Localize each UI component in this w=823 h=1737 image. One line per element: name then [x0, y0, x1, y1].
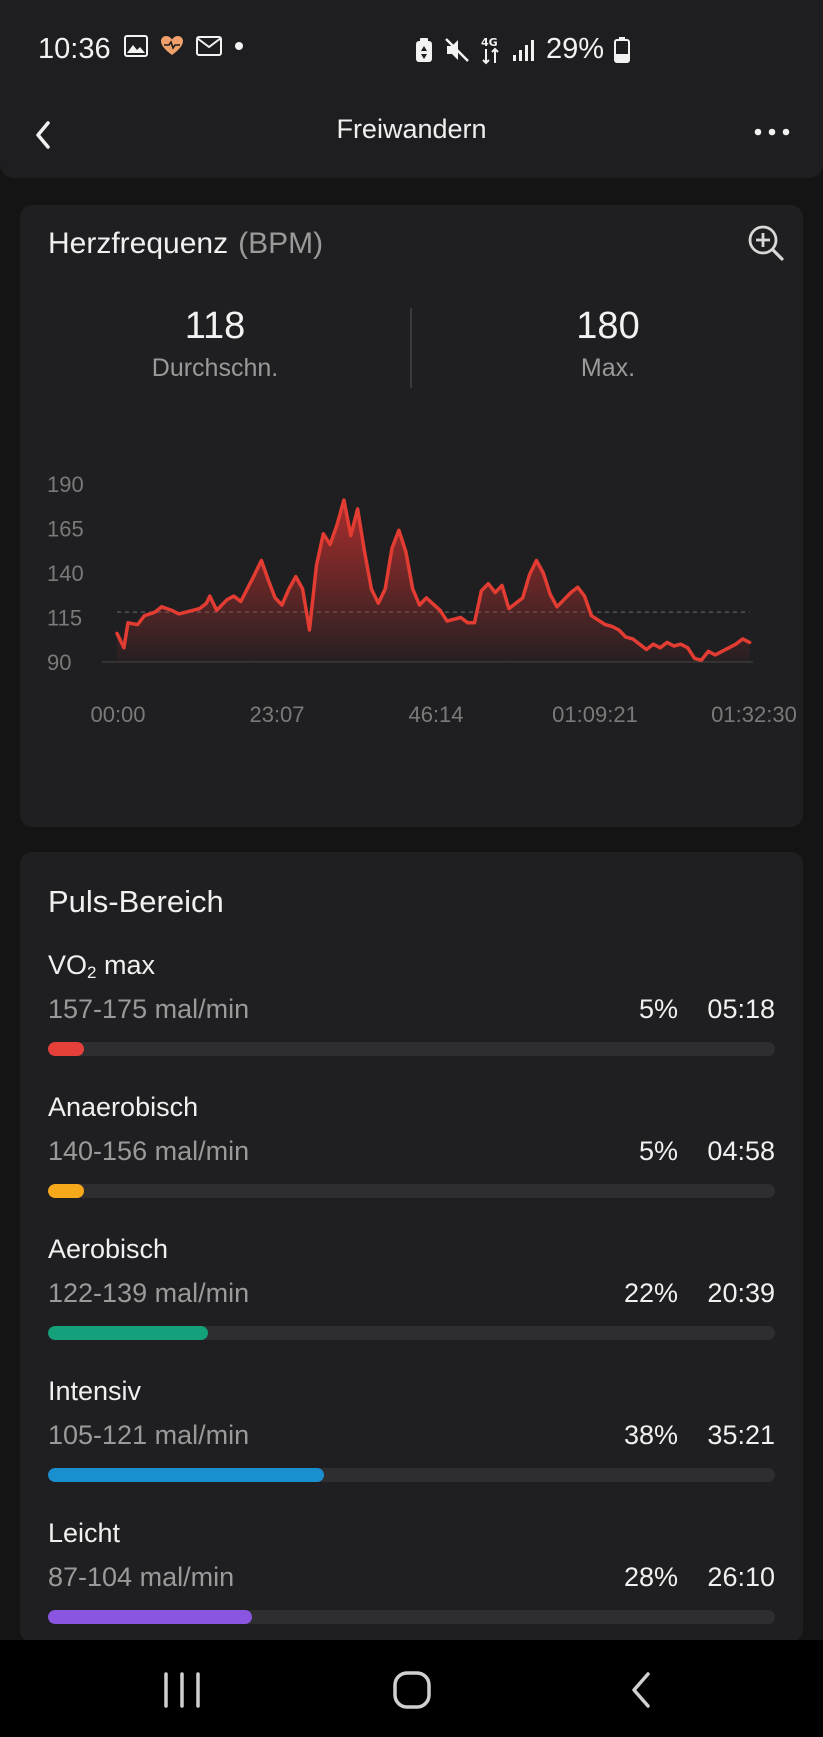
y-tick-label: 140	[47, 561, 84, 586]
signal-icon	[513, 39, 534, 61]
zone-vo2max: VO2 max 157-175 mal/min 5% 05:18	[48, 950, 775, 1080]
svg-text:4G: 4G	[481, 36, 498, 49]
zone-duration: 35:21	[707, 1420, 775, 1450]
zone-intensive: Intensiv 105-121 mal/min 38% 35:21	[48, 1376, 775, 1506]
heart-rate-card: Herzfrequenz (BPM) 118 Durchschn. 180 Max…	[20, 205, 803, 827]
max-label: Max.	[580, 354, 636, 382]
heart-rate-unit: (BPM)	[238, 227, 324, 260]
heart-rate-title: Herzfrequenz (BPM)	[48, 227, 323, 261]
heart-rate-area	[117, 500, 750, 662]
battery-saver-icon	[416, 37, 432, 62]
zone-range: 140-156 mal/min	[48, 1136, 250, 1166]
zone-percent: 5%	[638, 994, 678, 1024]
4g-icon: 4G	[481, 36, 499, 64]
zone-name: Aerobisch	[48, 1234, 169, 1264]
zone-progress-track	[48, 1042, 775, 1056]
max-stat: 180 Max.	[458, 305, 758, 383]
zone-progress-track	[48, 1610, 775, 1624]
zone-light: Leicht 87-104 mal/min 28% 26:10	[48, 1518, 775, 1648]
x-tick-label: 01:09:21	[552, 702, 638, 727]
page-title: Freiwandern	[336, 114, 487, 144]
average-label: Durchschn.	[151, 354, 279, 382]
zone-name-main: VO	[48, 950, 88, 980]
zone-range: 122-139 mal/min	[48, 1278, 250, 1308]
status-time: 10:36	[38, 33, 111, 65]
average-value: 118	[184, 305, 246, 347]
dot-icon	[235, 42, 243, 50]
pulse-zone-card: Puls-Bereich VO2 max 157-175 mal/min 5% …	[20, 852, 803, 1642]
recent-apps-button[interactable]	[152, 1668, 212, 1712]
zone-range: 87-104 mal/min	[48, 1562, 235, 1592]
zone-name: Anaerobisch	[48, 1092, 199, 1122]
zone-progress-track	[48, 1468, 775, 1482]
home-button[interactable]	[382, 1668, 442, 1712]
zone-name-sub: 2	[87, 963, 97, 982]
zone-progress-track	[48, 1326, 775, 1340]
zone-anaerobic: Anaerobisch 140-156 mal/min 5% 04:58	[48, 1092, 775, 1222]
zone-aerobic: Aerobisch 122-139 mal/min 22% 20:39	[48, 1234, 775, 1364]
zone-percent: 28%	[623, 1562, 678, 1592]
zone-percent: 5%	[638, 1136, 678, 1166]
zone-progress-fill	[48, 1468, 325, 1482]
mute-icon	[445, 37, 469, 62]
battery-icon	[614, 36, 631, 63]
app-header: Freiwandern	[0, 100, 823, 178]
gallery-icon	[124, 35, 148, 57]
zone-name: Leicht	[48, 1518, 121, 1548]
zone-progress-fill	[48, 1326, 208, 1340]
heart-rate-chart: 190 165 140 115 90 00:00 23:07 46:14 01:09:21 01…	[47, 472, 797, 727]
mail-icon	[196, 36, 222, 56]
more-options-button[interactable]	[752, 122, 792, 142]
zone-duration: 04:58	[707, 1136, 775, 1166]
notification-icons	[124, 35, 244, 57]
zone-duration: 05:18	[707, 994, 775, 1024]
y-tick-label: 115	[47, 606, 82, 631]
back-button[interactable]	[28, 110, 78, 160]
pulse-zone-title: Puls-Bereich	[48, 884, 224, 919]
zone-percent: 22%	[623, 1278, 678, 1308]
health-icon	[161, 36, 183, 55]
x-tick-label: 00:00	[90, 702, 145, 727]
zone-progress-fill	[48, 1042, 85, 1056]
zone-progress-fill	[48, 1184, 85, 1198]
zone-percent: 38%	[623, 1420, 678, 1450]
system-nav-bar	[0, 1640, 823, 1737]
zone-progress-fill	[48, 1610, 252, 1624]
nav-back-button[interactable]	[612, 1668, 672, 1712]
zone-name: Intensiv	[48, 1376, 142, 1406]
y-tick-label: 90	[47, 650, 71, 675]
y-tick-label: 190	[47, 472, 84, 497]
heart-rate-title-text: Herzfrequenz	[48, 227, 229, 260]
average-stat: 118 Durchschn.	[65, 305, 365, 383]
zone-progress-track	[48, 1184, 775, 1198]
status-bar: 10:36 4G 29%	[0, 0, 823, 100]
battery-level: 29%	[546, 33, 605, 65]
stat-divider	[410, 308, 412, 388]
max-value: 180	[576, 305, 640, 347]
zoom-in-icon[interactable]	[746, 223, 786, 263]
x-tick-label: 23:07	[249, 702, 304, 727]
heart-rate-line	[115, 498, 752, 662]
zone-name-suffix: max	[96, 950, 155, 980]
zone-duration: 20:39	[707, 1278, 775, 1308]
system-icons: 4G 29%	[414, 33, 631, 66]
zone-name: VO2 max	[48, 950, 155, 983]
y-tick-label: 165	[47, 517, 84, 542]
zone-duration: 26:10	[707, 1562, 775, 1592]
x-tick-label: 01:32:30	[711, 702, 797, 727]
x-tick-label: 46:14	[408, 702, 463, 727]
zone-range: 157-175 mal/min	[48, 994, 250, 1024]
zone-range: 105-121 mal/min	[48, 1420, 250, 1450]
